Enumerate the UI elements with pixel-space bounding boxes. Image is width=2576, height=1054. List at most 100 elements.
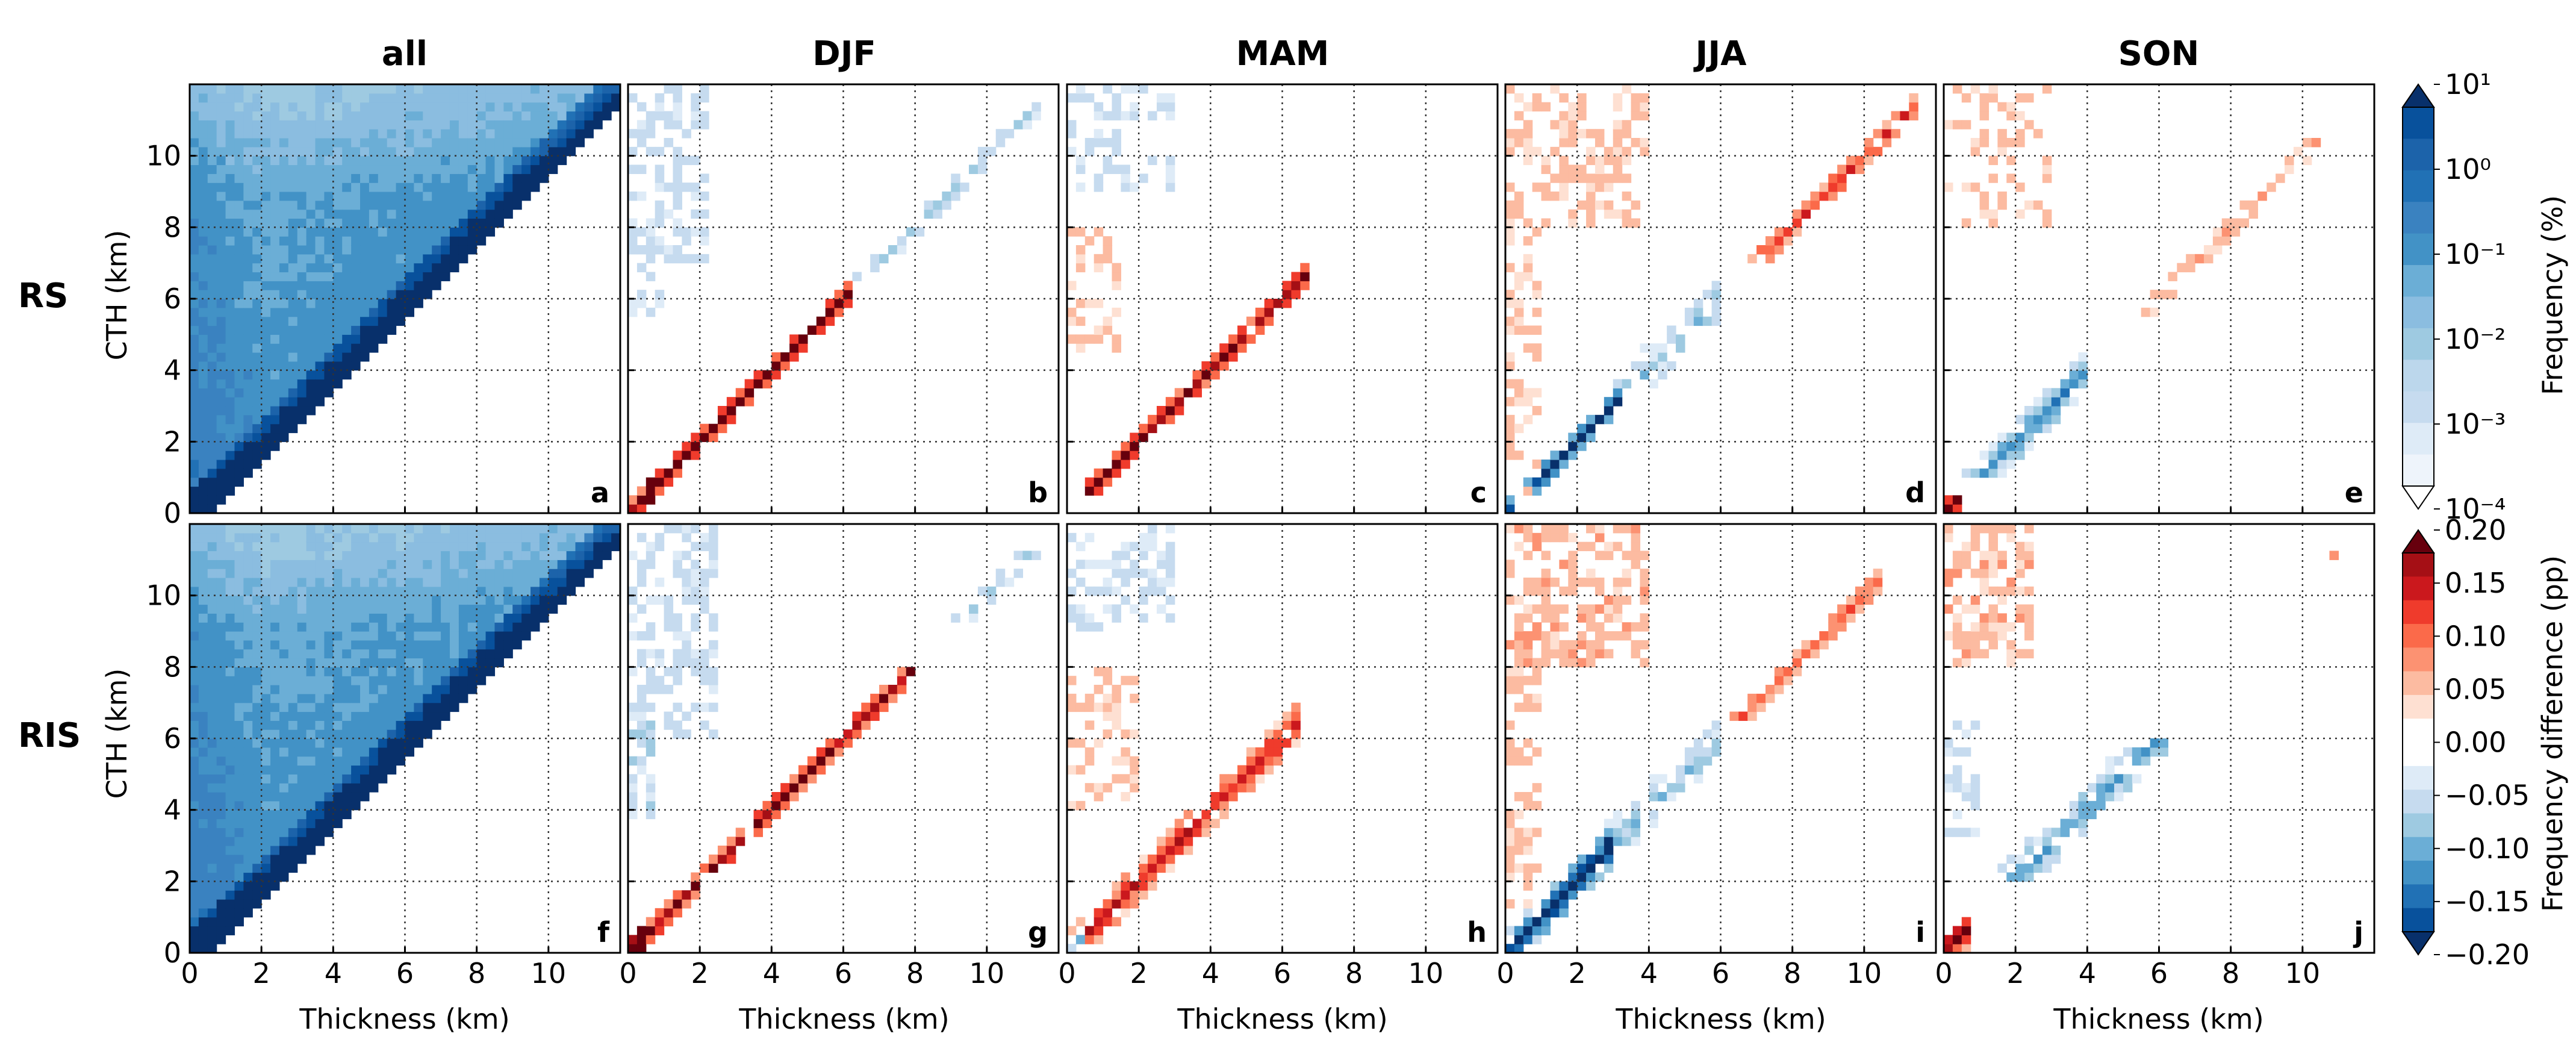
heatmap-cell [342, 164, 352, 174]
heatmap-cell [503, 129, 513, 139]
x-tick-label: 6 [396, 957, 414, 990]
heatmap-cell [1952, 720, 1962, 730]
heatmap-cell [1004, 129, 1015, 139]
y-tick-label: 4 [164, 354, 181, 387]
heatmap-cell [1022, 111, 1032, 120]
heatmap-cell [1631, 560, 1641, 569]
heatmap-cell [2024, 837, 2034, 846]
heatmap-cell [1264, 765, 1274, 775]
heatmap-cell [351, 236, 361, 246]
heatmap-cell [234, 658, 244, 667]
heatmap-cell [2123, 774, 2133, 784]
heatmap-cell [798, 765, 808, 775]
heatmap-cell [682, 595, 691, 605]
heatmap-cell [351, 800, 361, 811]
heatmap-cell [2096, 783, 2106, 793]
heatmap-cell [1514, 451, 1524, 460]
heatmap-cell [1837, 622, 1847, 632]
heatmap-cell [252, 765, 262, 775]
heatmap-cell [1577, 111, 1587, 120]
heatmap-cell [405, 254, 414, 264]
heatmap-cell [646, 685, 656, 694]
heatmap-cell [369, 227, 379, 237]
heatmap-cell [216, 604, 226, 614]
heatmap-cell [432, 578, 441, 587]
heatmap-cell [467, 541, 478, 552]
heatmap-cell [1613, 173, 1623, 183]
heatmap-cell [691, 649, 700, 659]
heatmap-cell [216, 406, 226, 416]
heatmap-cell [744, 388, 754, 398]
heatmap-cell [1514, 837, 1524, 846]
heatmap-cell [396, 281, 406, 290]
heatmap-cell [1156, 414, 1166, 425]
heatmap-cell [1121, 774, 1130, 784]
heatmap-cell [458, 524, 468, 534]
heatmap-cell [575, 138, 585, 148]
heatmap-cell [432, 245, 441, 255]
heatmap-cell [1568, 640, 1578, 650]
row-label-rs: RS [18, 276, 68, 316]
heatmap-cell [458, 622, 468, 632]
heatmap-cell [261, 863, 271, 873]
heatmap-cell [234, 917, 244, 927]
heatmap-cell [234, 155, 244, 166]
heatmap-cell [682, 649, 691, 659]
heatmap-cell [611, 84, 621, 94]
heatmap-cell [324, 631, 334, 641]
heatmap-cell [288, 138, 298, 148]
heatmap-cell [1997, 192, 2007, 201]
heatmap-cell [207, 254, 217, 264]
heatmap-cell [190, 944, 199, 953]
heatmap-cell [234, 379, 244, 388]
heatmap-cells [190, 84, 621, 514]
heatmap-cell [306, 290, 316, 299]
heatmap-cell [1792, 649, 1802, 659]
heatmap-cell [315, 111, 325, 120]
heatmap-cell [951, 182, 960, 192]
heatmap-cell [1532, 532, 1542, 543]
heatmap-cell [190, 272, 199, 281]
heatmap-cell [279, 93, 289, 103]
heatmap-cell [977, 164, 988, 174]
heatmap-cell [1765, 693, 1775, 703]
heatmap-cell [2060, 397, 2070, 407]
heatmap-cell [190, 451, 199, 460]
heatmap-cell [333, 120, 343, 129]
heatmap-cell [673, 720, 682, 730]
heatmap-cell [216, 828, 226, 837]
heatmap-cell [288, 863, 298, 873]
heatmap-cell [261, 693, 271, 703]
heatmap-cell [986, 595, 997, 605]
heatmap-cell [360, 209, 370, 219]
heatmap-cell [252, 200, 262, 210]
heatmap-cell [360, 182, 370, 192]
heatmap-cell [198, 738, 208, 748]
heatmap-cell [1165, 846, 1175, 855]
heatmap-cell [1961, 658, 1971, 667]
heatmap-cell [521, 164, 531, 174]
heatmap-cell [279, 569, 289, 578]
heatmap-cell [682, 899, 691, 909]
heatmap-cell [360, 649, 370, 659]
heatmap-cell [423, 209, 432, 219]
heatmap-cell [1075, 227, 1086, 237]
colorbar-segment [2403, 790, 2434, 814]
heatmap-cell [297, 578, 307, 587]
heatmap-cell [270, 129, 280, 139]
heatmap-cell [924, 200, 934, 210]
heatmap-cell [1112, 917, 1121, 927]
heatmap-cell [485, 631, 496, 641]
heatmap-cell [449, 532, 459, 543]
heatmap-cell [1952, 783, 1962, 793]
heatmap-cell [2123, 783, 2133, 793]
heatmap-cell [315, 720, 325, 730]
heatmap-cell [1577, 93, 1587, 103]
heatmap-cell [1900, 111, 1909, 120]
heatmap-cell [198, 532, 208, 543]
heatmap-cell [297, 111, 307, 120]
heatmap-cell [1523, 604, 1533, 614]
heatmap-cell [297, 747, 307, 757]
heatmap-cell [279, 846, 289, 855]
heatmap-cell [216, 84, 226, 94]
